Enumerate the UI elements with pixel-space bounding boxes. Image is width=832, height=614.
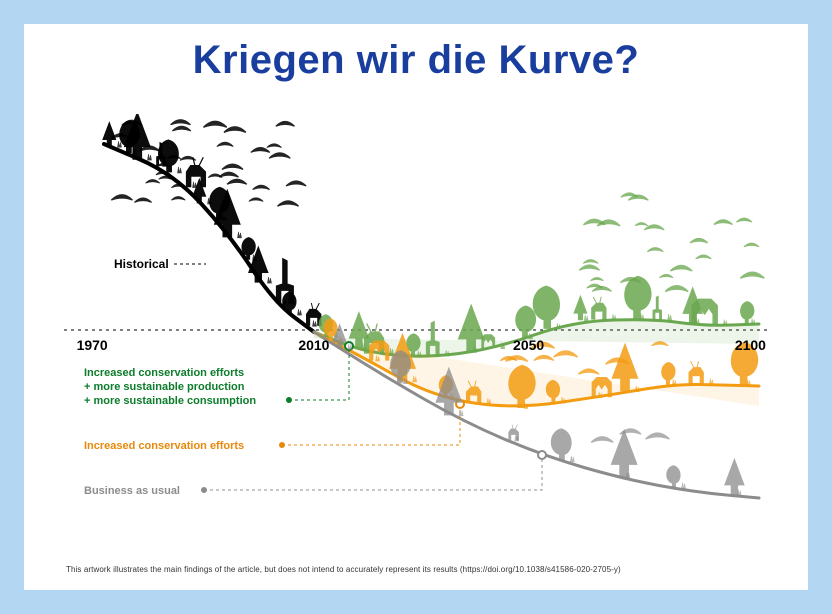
leader-orange [282, 404, 460, 445]
slide-title: Kriegen wir die Kurve? [24, 38, 808, 83]
label-green-line: + more sustainable production [84, 381, 245, 393]
biodiversity-curve-chart: 1970 2010 2050 2100 Historical Increased co… [64, 114, 768, 544]
axis-tick-label: 2010 [298, 337, 329, 353]
label-green-line: Increased conservation efforts [84, 367, 244, 379]
axis-tick-label: 1970 [77, 337, 108, 353]
slide-frame: Kriegen wir die Kurve? [24, 24, 808, 590]
chart-svg: 1970 2010 2050 2100 Historical Increased co… [64, 114, 768, 544]
label-orange: Increased conservation efforts [84, 440, 244, 452]
leader-green [289, 346, 349, 400]
anchor-green [286, 397, 292, 403]
axis-tick-label: 2050 [513, 337, 544, 353]
label-grey: Business as usual [84, 485, 180, 497]
label-historical: Historical [114, 257, 169, 271]
footnote-text: This artwork illustrates the main findin… [66, 565, 621, 574]
anchor-grey [201, 487, 207, 493]
label-green-line: + more sustainable consumption [84, 395, 256, 407]
leader-grey [204, 455, 542, 490]
anchor-orange [279, 442, 285, 448]
axis-tick-label: 2100 [735, 337, 766, 353]
label-green-group: Increased conservation efforts + more sus… [84, 367, 256, 407]
silhouettes-black [103, 114, 321, 326]
marker-grey [538, 451, 546, 459]
